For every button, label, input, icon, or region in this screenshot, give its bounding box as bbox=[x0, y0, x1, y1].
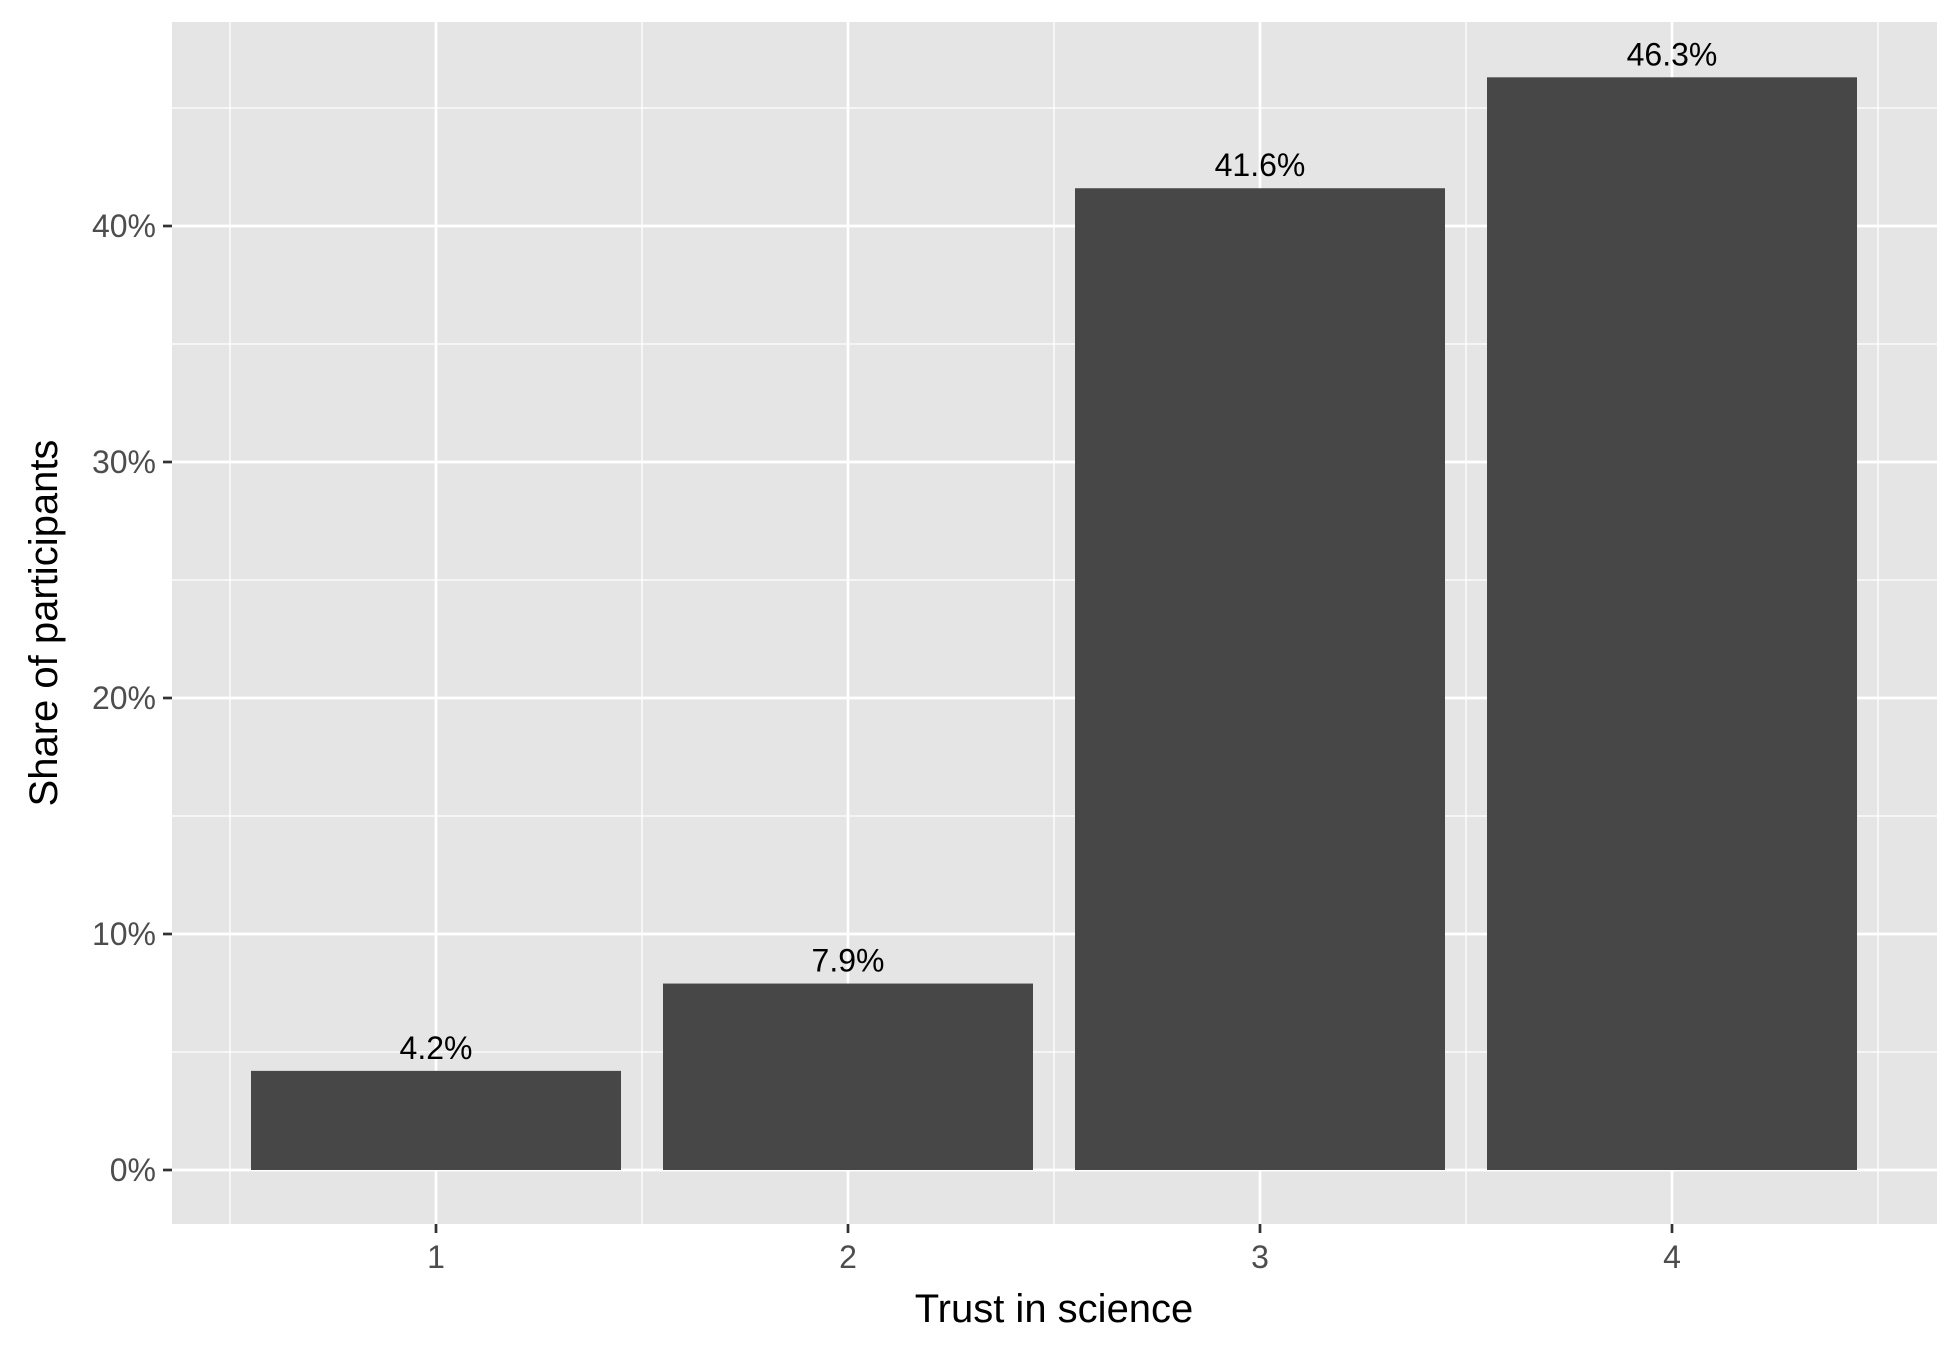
bars bbox=[251, 77, 1857, 1171]
bar bbox=[1075, 188, 1445, 1171]
y-tick-label: 0% bbox=[110, 1152, 156, 1188]
bar bbox=[1487, 77, 1857, 1171]
data-labels: 4.2% 7.9% 41.6% 46.3% bbox=[400, 36, 1718, 1066]
y-axis: 0% 10% 20% 30% 40% bbox=[92, 208, 172, 1188]
data-label: 7.9% bbox=[812, 943, 885, 979]
x-axis: 1 2 3 4 bbox=[427, 1224, 1681, 1275]
x-tick-label: 1 bbox=[427, 1239, 445, 1275]
x-tick-label: 2 bbox=[839, 1239, 857, 1275]
y-tick-label: 40% bbox=[92, 208, 156, 244]
data-label: 4.2% bbox=[400, 1030, 473, 1066]
x-axis-title: Trust in science bbox=[915, 1287, 1194, 1331]
y-tick-label: 20% bbox=[92, 680, 156, 716]
y-axis-title: Share of participants bbox=[22, 440, 66, 807]
bar bbox=[663, 983, 1033, 1170]
y-tick-label: 10% bbox=[92, 916, 156, 952]
data-label: 46.3% bbox=[1627, 36, 1718, 72]
x-tick-label: 4 bbox=[1663, 1239, 1681, 1275]
y-tick-label: 30% bbox=[92, 444, 156, 480]
x-tick-label: 3 bbox=[1251, 1239, 1269, 1275]
bar bbox=[251, 1070, 621, 1170]
minor-gridlines bbox=[172, 22, 1937, 1224]
data-label: 41.6% bbox=[1215, 147, 1306, 183]
